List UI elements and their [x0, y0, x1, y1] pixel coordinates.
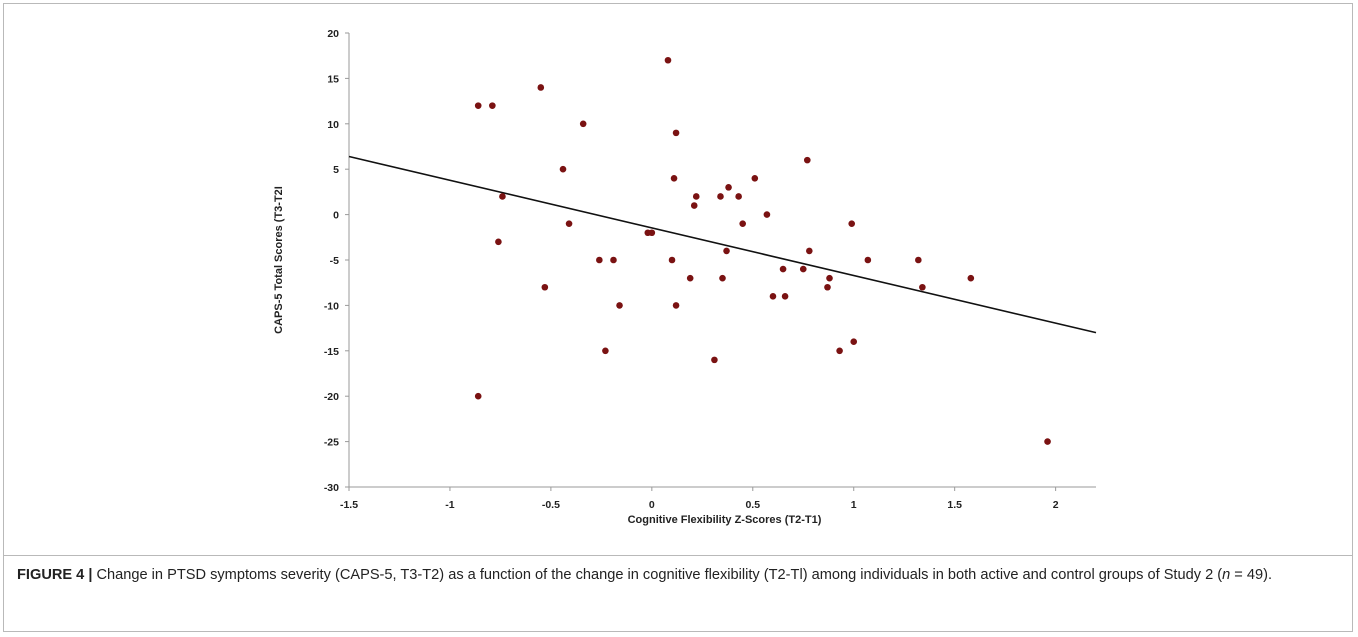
- data-point: [596, 256, 603, 264]
- data-point: [824, 283, 831, 291]
- data-point: [719, 274, 726, 282]
- data-point: [541, 283, 549, 291]
- data-point: [602, 347, 609, 355]
- data-point: [664, 56, 672, 64]
- data-point: [559, 165, 567, 173]
- data-point: [769, 293, 777, 300]
- data-points: [474, 56, 1051, 445]
- trendline: [348, 155, 1097, 334]
- data-point: [495, 238, 502, 246]
- y-tick-label: 20: [327, 28, 339, 40]
- data-point: [723, 247, 730, 255]
- figure-panel: 20 15 10 5 0 -5 -10 -15 -20 -25 -30 -1.5 -1 -0.5 0 0.5 1…: [3, 3, 1353, 632]
- data-point: [803, 156, 811, 164]
- data-point: [915, 256, 922, 264]
- data-point: [579, 120, 587, 128]
- data-point: [850, 338, 858, 346]
- data-point: [836, 347, 843, 355]
- y-tick-label: -30: [324, 482, 339, 494]
- y-tick-label: 10: [327, 119, 339, 131]
- data-point: [686, 274, 694, 282]
- data-point: [717, 193, 724, 200]
- data-point: [799, 265, 807, 273]
- scatter-chart: 20 15 10 5 0 -5 -10 -15 -20 -25 -30-1.5 -1 -0.5 0 0.5 1…: [273, 28, 1097, 526]
- data-point: [668, 256, 676, 264]
- x-tick-label: -1.5: [340, 499, 358, 511]
- data-point: [806, 247, 813, 255]
- x-tick-label: 1.5: [947, 499, 962, 511]
- data-point: [725, 184, 732, 191]
- data-point: [781, 293, 789, 300]
- data-point: [670, 174, 678, 182]
- data-point: [489, 102, 496, 109]
- y-tick-label: 5: [333, 164, 339, 176]
- data-point: [474, 102, 482, 109]
- data-point: [864, 256, 872, 264]
- x-tick-label: 0.5: [745, 499, 760, 511]
- y-axis-title: CAPS-5 Total Scores (T3-T2I: [273, 186, 285, 334]
- figure-label: FIGURE 4 |: [17, 567, 93, 583]
- data-point: [763, 211, 771, 218]
- caption-text: Change in PTSD symptoms severity (CAPS-5…: [92, 567, 1223, 583]
- data-point: [826, 274, 833, 282]
- data-point: [648, 229, 656, 237]
- x-tick-label: 0: [649, 499, 655, 511]
- data-point: [672, 129, 680, 137]
- data-point: [751, 174, 759, 182]
- data-point: [616, 302, 623, 309]
- data-point: [610, 256, 617, 264]
- data-point: [735, 193, 742, 200]
- data-point: [537, 84, 545, 91]
- caption-n-symbol: n: [1222, 567, 1231, 583]
- data-point: [690, 202, 698, 209]
- data-point: [919, 283, 926, 291]
- trendline-layer: [348, 155, 1097, 334]
- y-tick-label: -5: [330, 255, 339, 267]
- y-tick-label: -20: [324, 391, 339, 403]
- data-point: [672, 302, 680, 309]
- data-point: [499, 193, 506, 200]
- x-tick-label: 1: [851, 499, 857, 511]
- y-tick-label: 0: [333, 210, 339, 222]
- x-tick-label: -0.5: [542, 499, 560, 511]
- data-point: [779, 265, 787, 273]
- x-axis-title: Cognitive Flexibility Z-Scores (T2-T1): [628, 514, 822, 526]
- axes: 20 15 10 5 0 -5 -10 -15 -20 -25 -30-1.5 -1 -0.5 0 0.5 1…: [324, 28, 1096, 511]
- y-tick-label: -25: [324, 437, 339, 449]
- y-tick-label: 15: [327, 73, 339, 85]
- y-tick-label: -15: [324, 346, 339, 358]
- caption-divider: [4, 555, 1352, 556]
- data-point: [739, 220, 746, 227]
- figure-caption: FIGURE 4 | Change in PTSD symptoms sever…: [17, 565, 1342, 586]
- data-point: [1044, 438, 1051, 445]
- data-point: [474, 392, 482, 400]
- data-point: [967, 274, 975, 282]
- data-point: [692, 193, 700, 200]
- x-tick-label: -1: [445, 499, 454, 511]
- data-point: [711, 356, 718, 364]
- caption-text-end: = 49).: [1230, 567, 1273, 583]
- data-point: [848, 220, 856, 227]
- data-point: [565, 220, 573, 227]
- x-tick-label: 2: [1053, 499, 1059, 511]
- y-tick-label: -10: [324, 300, 339, 312]
